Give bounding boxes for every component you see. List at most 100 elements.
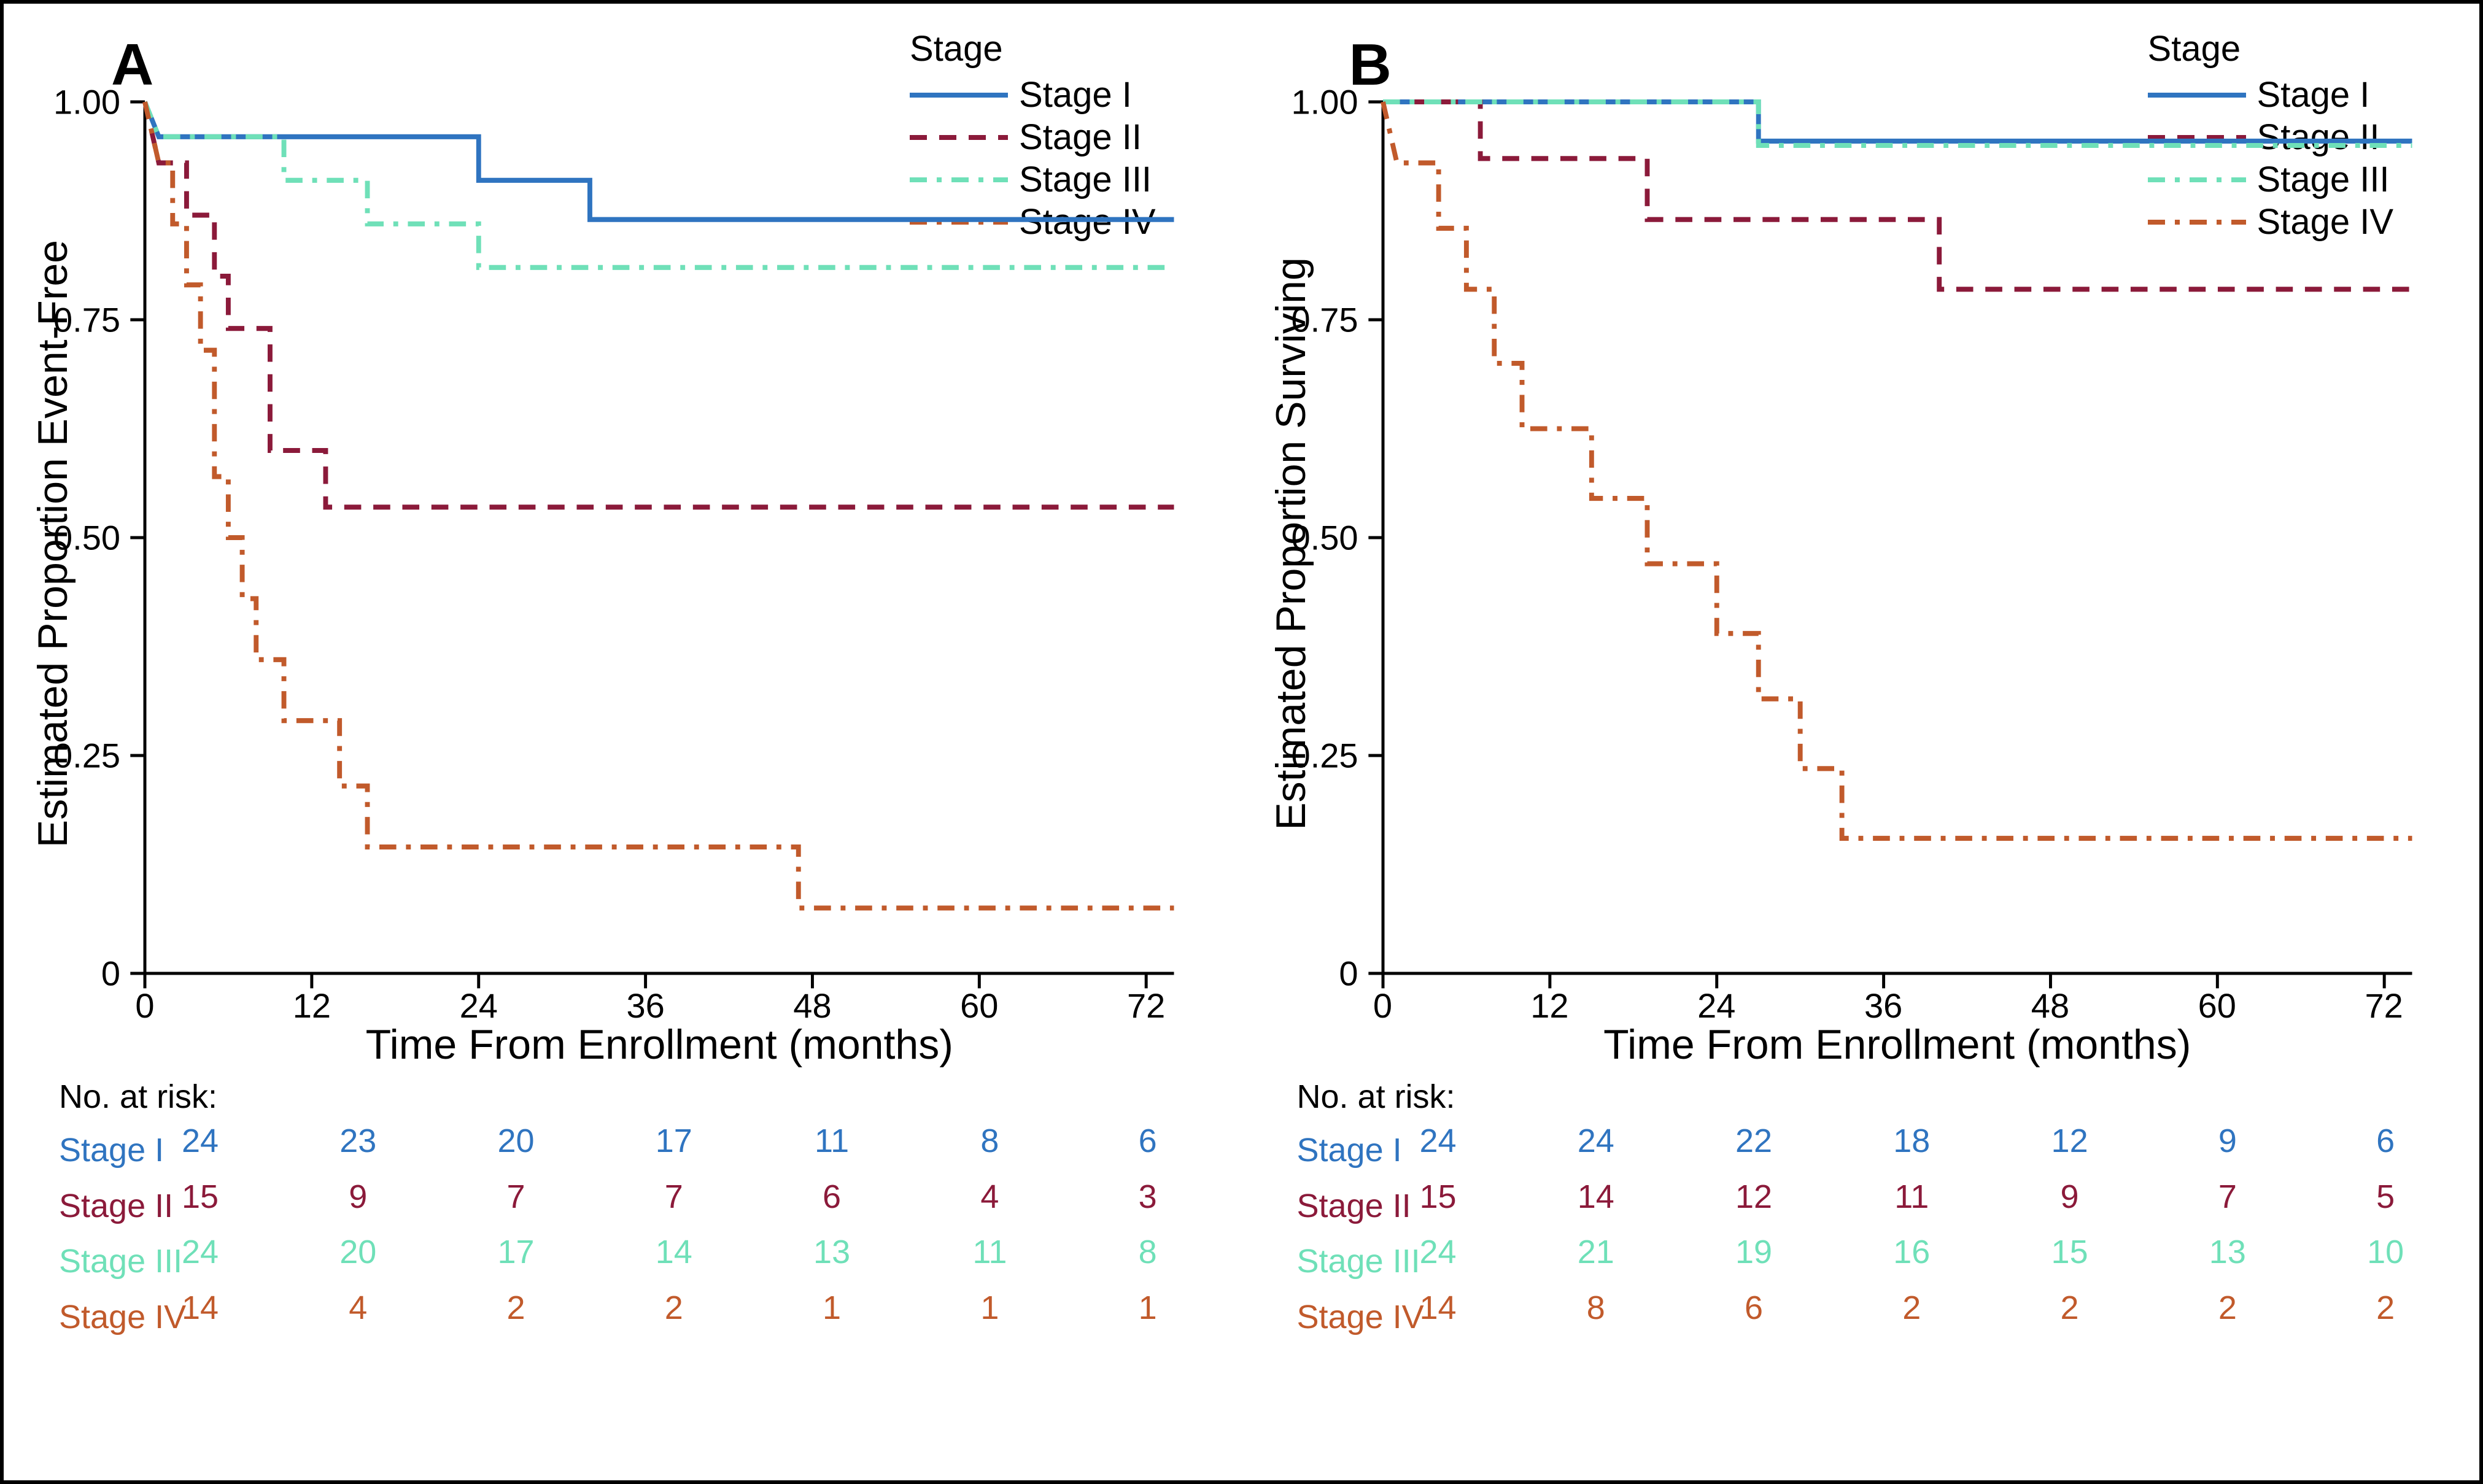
risk-value: 1	[1139, 1285, 1157, 1332]
panel-A-x-title: Time From Enrollment (months)	[145, 1021, 1174, 1069]
x-tick-label: 72	[1127, 986, 1165, 1026]
risk-value: 8	[980, 1118, 999, 1165]
risk-value: 15	[1419, 1174, 1456, 1221]
risk-value: 9	[2061, 1174, 2079, 1221]
x-tick-label: 60	[960, 986, 998, 1026]
y-tick-label: 0	[1339, 954, 1358, 994]
risk-value: 13	[813, 1229, 850, 1276]
figure-container: A StageStage IStage IIStage IIIStage IV …	[0, 0, 2483, 1484]
risk-value: 24	[182, 1229, 219, 1276]
y-tick-label: 1.00	[53, 82, 120, 122]
panel-B-plot	[1383, 102, 2412, 973]
panel-A-plot	[145, 102, 1174, 973]
x-tick-label: 12	[293, 986, 331, 1026]
km-curve-stage2	[1383, 102, 2412, 289]
risk-value: 11	[1894, 1174, 1929, 1221]
risk-row-values: 15141211975	[1438, 1174, 2412, 1217]
risk-value: 21	[1578, 1229, 1614, 1276]
risk-value: 2	[2376, 1285, 2395, 1332]
panel-A-risk-table: No. at risk: Stage I242320171186 Stage II…	[59, 1078, 1174, 1340]
risk-value: 4	[349, 1285, 367, 1332]
risk-value: 1	[823, 1285, 841, 1332]
risk-value: 24	[1578, 1118, 1614, 1165]
panel-B: B StageStage IStage IIStage IIIStage IV …	[1242, 4, 2480, 1480]
risk-row-label: Stage I	[59, 1127, 200, 1174]
risk-row-values: 242320171186	[200, 1118, 1174, 1161]
panel-A-chart: StageStage IStage IIStage IIIStage IV Es…	[145, 28, 1174, 1059]
risk-value: 6	[1745, 1285, 1763, 1332]
risk-value: 2	[2061, 1285, 2079, 1332]
legend-swatch-icon	[2148, 89, 2246, 101]
risk-value: 9	[349, 1174, 367, 1221]
y-tick-label: 0	[101, 954, 120, 994]
km-curve-stage2	[145, 102, 1174, 507]
risk-row-stage3: Stage III2420171413118	[59, 1229, 1174, 1285]
risk-value: 6	[1139, 1118, 1157, 1165]
risk-row-label: Stage III	[59, 1239, 200, 1285]
risk-row-values: 2420171413118	[200, 1229, 1174, 1272]
risk-row-values: 242422181296	[1438, 1118, 2412, 1161]
risk-value: 23	[339, 1118, 376, 1165]
risk-value: 2	[507, 1285, 525, 1332]
risk-value: 9	[2218, 1118, 2237, 1165]
risk-row-stage2: Stage II15141211975	[1297, 1174, 2412, 1230]
x-tick-label: 48	[2031, 986, 2069, 1026]
risk-value: 24	[182, 1118, 219, 1165]
risk-value: 12	[1735, 1174, 1772, 1221]
risk-value: 8	[1587, 1285, 1605, 1332]
x-tick-label: 36	[1864, 986, 1902, 1026]
km-curve-stage4	[1383, 102, 2412, 838]
x-tick-label: 48	[793, 986, 831, 1026]
risk-row-label: Stage IV	[1297, 1294, 1438, 1341]
risk-value: 14	[1419, 1285, 1456, 1332]
risk-value: 8	[1139, 1229, 1157, 1276]
x-tick-label: 0	[135, 986, 154, 1026]
panel-B-x-ticks: 0122436486072	[1383, 986, 2412, 1022]
risk-row-stage4: Stage IV14422111	[59, 1285, 1174, 1341]
risk-value: 11	[815, 1118, 849, 1165]
risk-value: 14	[656, 1229, 692, 1276]
risk-value: 24	[1419, 1118, 1456, 1165]
risk-row-stage2: Stage II15977643	[59, 1174, 1174, 1230]
y-tick-label: 1.00	[1292, 82, 1358, 122]
panel-A-x-ticks: 0122436486072	[145, 986, 1174, 1022]
risk-value: 2	[2218, 1285, 2237, 1332]
risk-value: 16	[1893, 1229, 1930, 1276]
panel-A-svg	[145, 102, 1174, 973]
panel-A: A StageStage IStage IIStage IIIStage IV …	[4, 4, 1242, 1480]
risk-value: 24	[1419, 1229, 1456, 1276]
risk-row-values: 14422111	[200, 1285, 1174, 1328]
x-tick-label: 24	[460, 986, 498, 1026]
x-tick-label: 60	[2198, 986, 2236, 1026]
risk-value: 12	[2051, 1118, 2088, 1165]
risk-value: 17	[656, 1118, 692, 1165]
y-tick-label: 0.50	[1292, 518, 1358, 558]
x-tick-label: 24	[1697, 986, 1735, 1026]
panel-B-chart: StageStage IStage IIStage IIIStage IV Es…	[1383, 28, 2412, 1059]
panel-A-risk-title: No. at risk:	[59, 1078, 1174, 1116]
legend-title: Stage	[910, 28, 1155, 69]
y-tick-label: 0.50	[53, 518, 120, 558]
risk-value: 4	[980, 1174, 999, 1221]
risk-value: 17	[497, 1229, 534, 1276]
risk-value: 3	[1139, 1174, 1157, 1221]
risk-value: 19	[1735, 1229, 1772, 1276]
risk-row-values: 24211916151310	[1438, 1229, 2412, 1272]
risk-value: 11	[972, 1229, 1007, 1276]
risk-value: 18	[1893, 1118, 1930, 1165]
x-tick-label: 12	[1530, 986, 1568, 1026]
legend-title: Stage	[2148, 28, 2393, 69]
risk-row-stage3: Stage III24211916151310	[1297, 1229, 2412, 1285]
risk-value: 14	[182, 1285, 219, 1332]
panel-B-svg	[1383, 102, 2412, 973]
km-curve-stage1	[145, 102, 1174, 220]
x-tick-label: 36	[626, 986, 664, 1026]
risk-row-label: Stage III	[1297, 1239, 1438, 1285]
risk-value: 7	[507, 1174, 525, 1221]
risk-row-stage1: Stage I242422181296	[1297, 1118, 2412, 1174]
risk-value: 15	[182, 1174, 219, 1221]
risk-value: 10	[2367, 1229, 2404, 1276]
risk-value: 15	[2051, 1229, 2088, 1276]
x-tick-label: 0	[1373, 986, 1392, 1026]
y-tick-label: 0.25	[1292, 736, 1358, 776]
